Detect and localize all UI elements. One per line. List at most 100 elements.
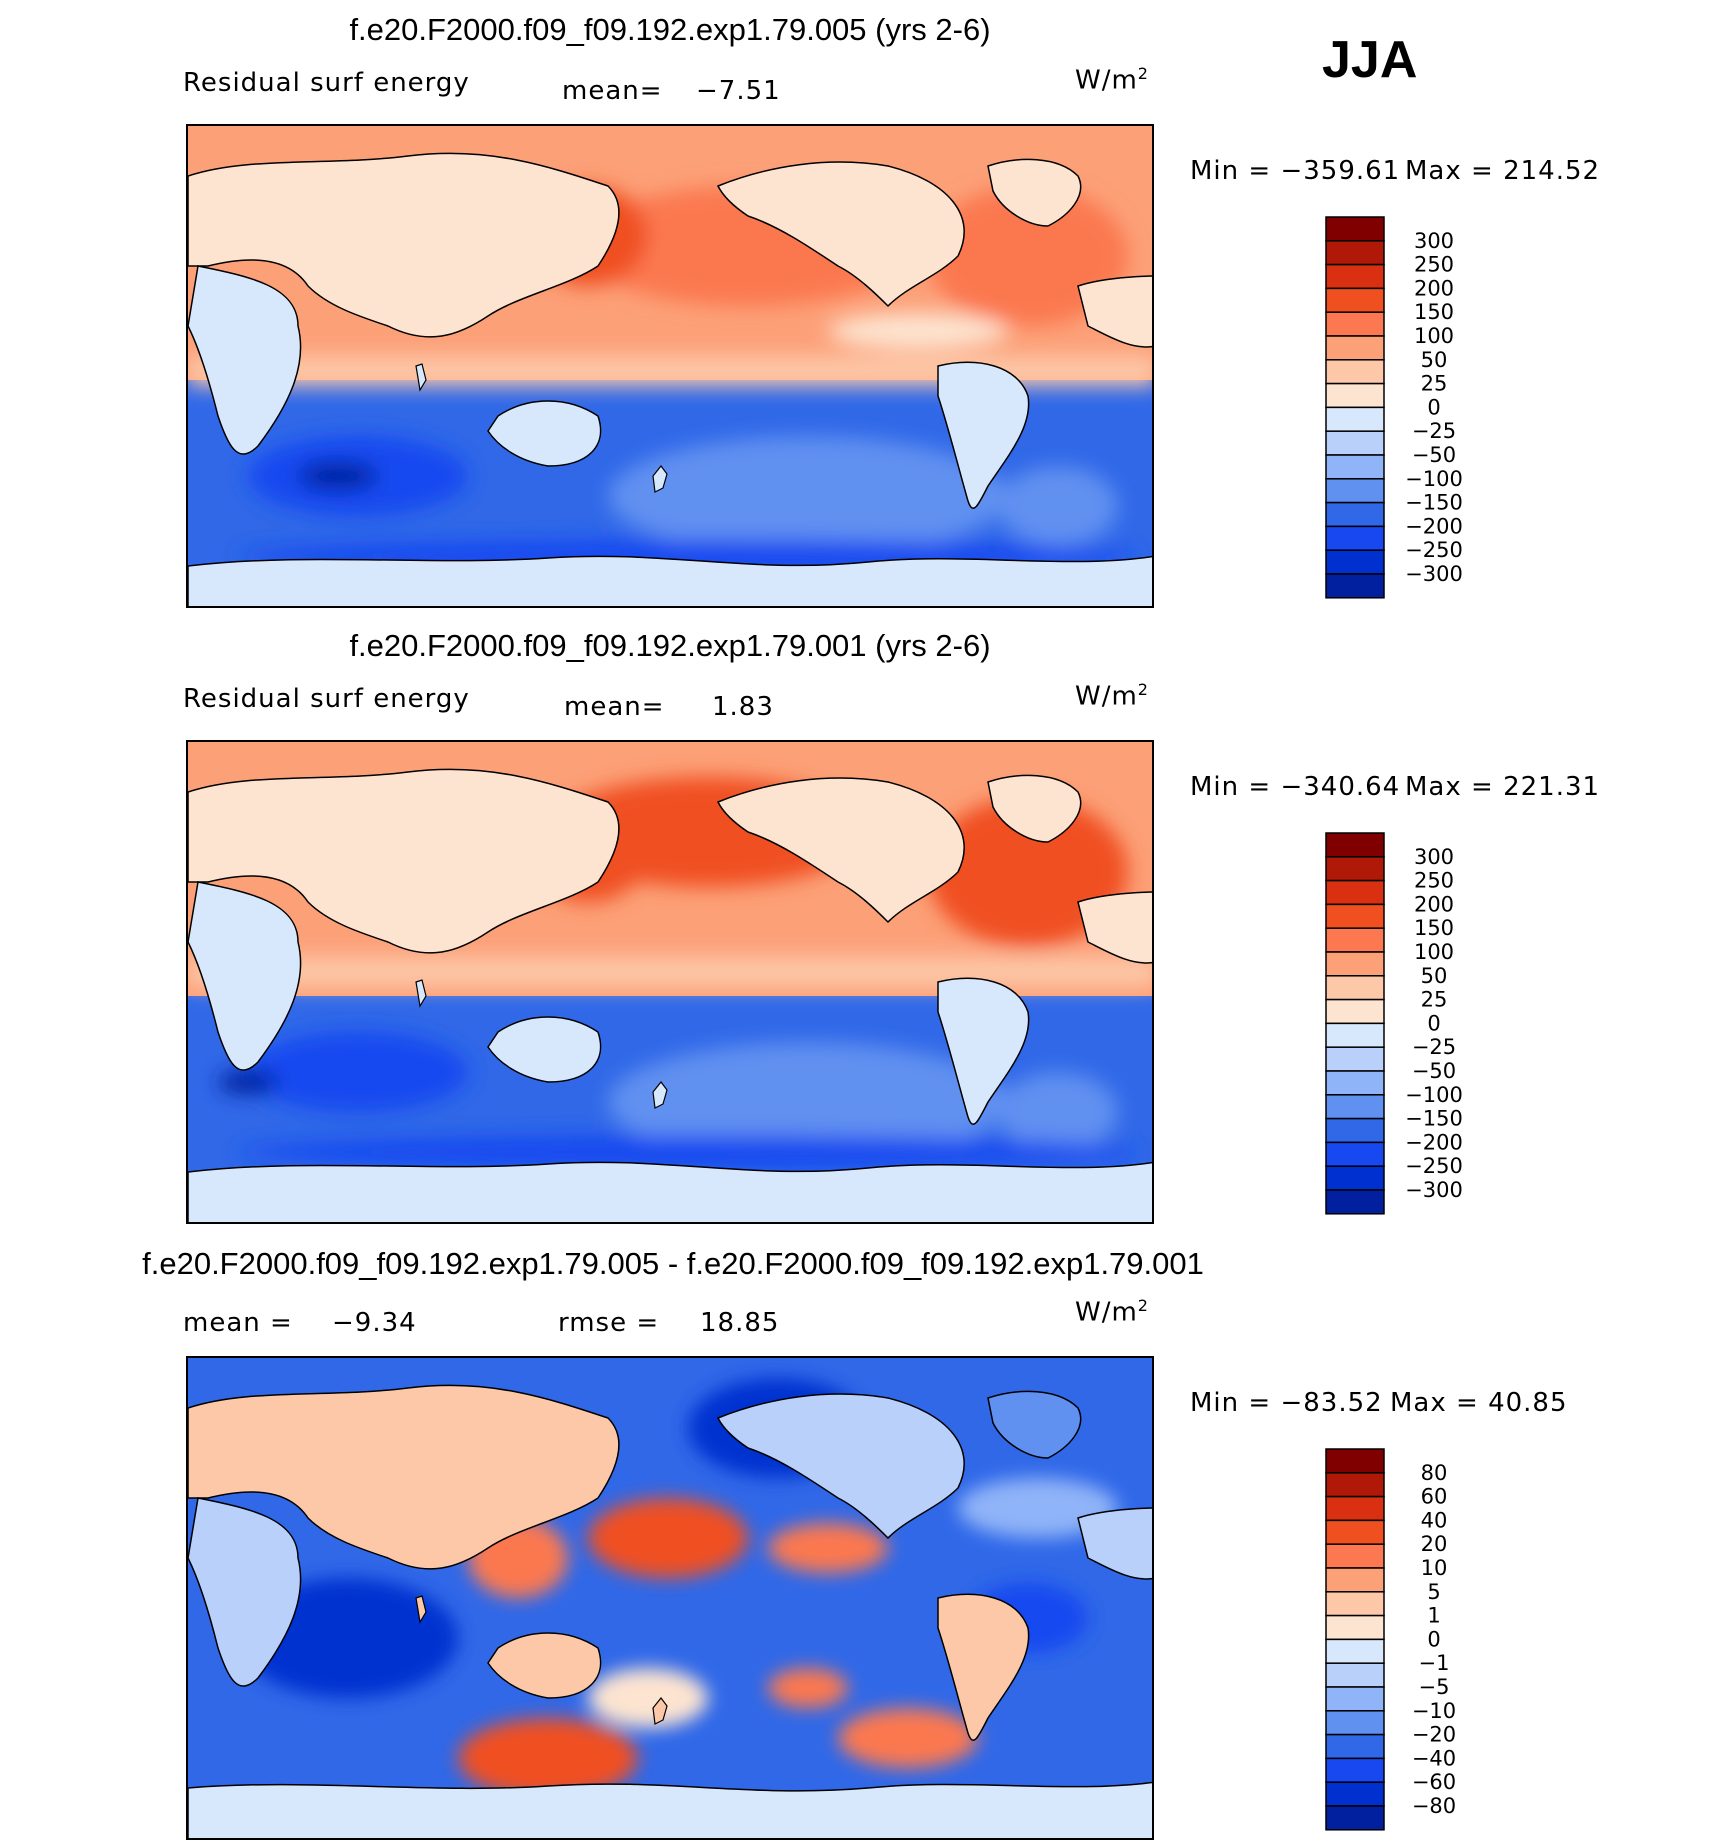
panel1-colorbar-box [1325,501,1385,528]
panel2-colorbar-label: −150 [1405,1107,1463,1131]
panel1-units: W/m2 [1075,64,1149,96]
panel2-min-label: Min = −340.64 [1190,772,1401,802]
panel2-colorbar-box [1325,1117,1385,1144]
panel3-colorbar-box [1325,1662,1385,1688]
panel1-colorbar: 300 250 200 150 100 50 25 0 −25 −50 −100 −150 −200 −2… [1325,216,1526,602]
panel3-colorbar-box [1325,1519,1385,1545]
panel2-land [188,768,1152,1125]
panel2-colorbar-label: 25 [1421,988,1448,1012]
panel1-colorbar-label: 100 [1414,324,1454,348]
panel2-colorbar-svg: 30025020015010050250−25−50−100−150−200−2… [1325,832,1463,1215]
panel1-land [188,152,1152,509]
panel1-colorbar-label: 50 [1421,348,1448,372]
panel3-colorbar-box [1325,1710,1385,1736]
panel3-colorbar-label: 10 [1421,1556,1448,1580]
panel1-mean-label: mean= [562,76,663,106]
panel1-map-svg [188,126,1152,606]
panel2-colorbar-label: −25 [1412,1035,1456,1059]
panel3-colorbar-box [1325,1781,1385,1807]
panel3-antarctica [188,1781,1152,1838]
panel3-colorbar-box [1325,1567,1385,1593]
panel3-colorbar-box [1325,1805,1385,1831]
panel3-rmse-label: rmse = [558,1308,660,1338]
panel3-colorbar-box [1325,1638,1385,1664]
panel1-colorbar-box [1325,263,1385,290]
panel3-colorbar-box [1325,1591,1385,1617]
panel2-colorbar-box [1325,879,1385,906]
panel3-map-svg [188,1358,1152,1838]
panel1-colorbar-label: 150 [1414,300,1454,324]
panel3-land [188,1384,1152,1741]
panel1-colorbar-label: −250 [1405,538,1463,562]
panel1-colorbar-label: 25 [1421,372,1448,396]
panel2-colorbar-box [1325,1094,1385,1120]
panel2-colorbar-label: 300 [1414,845,1454,869]
panel3-colorbar-label: −10 [1412,1699,1456,1723]
panel2-antarctica [188,1161,1152,1222]
panel1-title: f.e20.F2000.f09_f09.192.exp1.79.005 (yrs… [349,12,991,47]
panel1-colorbar-label: −50 [1412,443,1456,467]
panel2-colorbar: 300 250 200 150 100 50 25 0 −25 −50 −100 −150 −200 −2… [1325,832,1526,1218]
panel3-max-label: Max = 40.85 [1390,1388,1568,1418]
panel2-mean-label: mean= [564,692,665,722]
panel3-rmse-value: 18.85 [700,1308,780,1338]
panel3-colorbar-label: −20 [1412,1723,1456,1747]
panel1-colorbar-box [1325,430,1385,456]
panel2-colorbar-label: 200 [1414,892,1454,916]
panel1-colorbar-svg: 30025020015010050250−25−50−100−150−200−2… [1325,216,1463,599]
panel1-colorbar-label: 200 [1414,276,1454,300]
panel1-colorbar-label: 300 [1414,229,1454,253]
panel3-colorbar-box [1325,1614,1385,1641]
panel3-colorbar-label: 0 [1427,1627,1440,1651]
panel3-mean-label: mean = [183,1308,293,1338]
panel1-colorbar-box [1325,454,1385,480]
panel1-field-label: Residual surf energy [183,68,470,98]
panel1-max-label: Max = 214.52 [1405,156,1601,186]
panel1-colorbar-label: −300 [1405,562,1463,586]
panel1-colorbar-box [1325,382,1385,409]
panel2-colorbar-box [1325,1022,1385,1048]
panel2-colorbar-box [1325,1046,1385,1072]
panel3-colorbar-label: −80 [1412,1794,1456,1818]
panel2-map-svg [188,742,1152,1222]
panel3-colorbar-box [1325,1448,1385,1474]
panel2-colorbar-label: 50 [1421,964,1448,988]
panel2-units: W/m2 [1075,680,1149,712]
panel3-colorbar-box [1325,1733,1385,1760]
panel1-colorbar-box [1325,216,1385,242]
panel2-colorbar-box [1325,1070,1385,1096]
panel2-title: f.e20.F2000.f09_f09.192.exp1.79.001 (yrs… [349,628,991,663]
panel3-colorbar-label: 20 [1421,1532,1448,1556]
panel2-colorbar-label: −250 [1405,1154,1463,1178]
panel1-colorbar-box [1325,573,1385,599]
panel1-colorbar-box [1325,240,1385,266]
panel2-colorbar-box [1325,832,1385,858]
panel1-colorbar-box [1325,311,1385,337]
panel2-colorbar-label: −100 [1405,1083,1463,1107]
panel3-title: f.e20.F2000.f09_f09.192.exp1.79.005 - f.… [142,1246,1204,1281]
panel3-colorbar-box [1325,1686,1385,1712]
panel2-colorbar-box [1325,903,1385,929]
panel3-colorbar-box [1325,1543,1385,1569]
panel3-units: W/m2 [1075,1296,1149,1328]
panel3-colorbar-box [1325,1757,1385,1783]
panel3-colorbar-label: −1 [1419,1651,1450,1675]
panel2-colorbar-box [1325,975,1385,1001]
panel3-colorbar-label: 40 [1421,1508,1448,1532]
panel1-colorbar-label: 0 [1427,395,1440,419]
panel2-colorbar-box [1325,998,1385,1025]
panel3-colorbar-label: −60 [1412,1770,1456,1794]
panel2-colorbar-box [1325,1141,1385,1167]
panel2-max-label: Max = 221.31 [1405,772,1601,802]
panel3-colorbar-label: 60 [1421,1485,1448,1509]
panel1-colorbar-label: −200 [1405,514,1463,538]
panel2-colorbar-box [1325,951,1385,977]
panel1-colorbar-box [1325,335,1385,361]
panel3-map [186,1356,1154,1840]
panel2-colorbar-label: −300 [1405,1178,1463,1202]
panel1-map [186,124,1154,608]
panel3-colorbar-box [1325,1472,1385,1498]
panel3-colorbar: 80 60 40 20 10 5 1 0 −1 −5 −10 −20 −40 −60 −80 [1325,1448,1526,1834]
panel3-colorbar-label: −40 [1412,1746,1456,1770]
